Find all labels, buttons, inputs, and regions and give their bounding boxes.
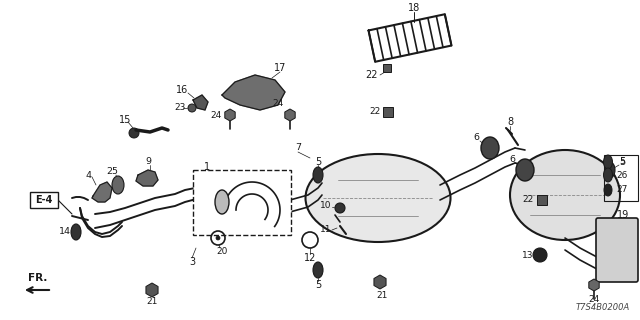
Ellipse shape — [510, 150, 620, 240]
FancyBboxPatch shape — [596, 218, 638, 282]
Text: 26: 26 — [616, 171, 628, 180]
Text: 19: 19 — [617, 210, 629, 220]
Text: 27: 27 — [616, 186, 628, 195]
Ellipse shape — [516, 159, 534, 181]
Ellipse shape — [604, 168, 612, 182]
Ellipse shape — [313, 167, 323, 183]
Bar — [383, 107, 393, 117]
Text: 16: 16 — [176, 85, 188, 95]
Text: T7S4B0200A: T7S4B0200A — [576, 303, 630, 312]
Ellipse shape — [305, 154, 451, 242]
Text: 20: 20 — [216, 247, 228, 257]
Text: 4: 4 — [85, 171, 91, 180]
Polygon shape — [193, 95, 208, 110]
Text: 7: 7 — [295, 143, 301, 153]
Text: 21: 21 — [376, 291, 388, 300]
Circle shape — [188, 104, 196, 112]
Text: 21: 21 — [147, 298, 157, 307]
Text: 2: 2 — [215, 180, 221, 189]
Text: 14: 14 — [59, 228, 71, 236]
Bar — [30, 192, 58, 208]
Ellipse shape — [604, 184, 612, 196]
Bar — [193, 170, 291, 235]
Text: 13: 13 — [522, 251, 534, 260]
Text: 5: 5 — [619, 157, 625, 167]
Text: 3: 3 — [189, 257, 195, 267]
Text: 5: 5 — [315, 280, 321, 290]
Polygon shape — [222, 75, 285, 110]
Text: 10: 10 — [320, 202, 332, 211]
Text: 22: 22 — [369, 108, 381, 116]
Polygon shape — [92, 182, 112, 202]
Text: 25: 25 — [106, 167, 118, 177]
Polygon shape — [136, 170, 158, 186]
Text: 1: 1 — [204, 162, 210, 172]
Text: E-4: E-4 — [35, 195, 52, 205]
Ellipse shape — [313, 262, 323, 278]
Circle shape — [533, 248, 547, 262]
Text: 6: 6 — [509, 156, 515, 164]
Ellipse shape — [604, 155, 612, 169]
Text: 11: 11 — [320, 226, 332, 235]
Bar — [537, 195, 547, 205]
Ellipse shape — [605, 162, 615, 178]
Bar — [604, 155, 638, 201]
Text: 17: 17 — [274, 63, 286, 73]
Text: 5: 5 — [315, 157, 321, 167]
Text: 23: 23 — [174, 103, 186, 113]
Text: 22: 22 — [522, 196, 534, 204]
Text: 8: 8 — [507, 117, 513, 127]
Text: FR.: FR. — [28, 273, 48, 283]
Circle shape — [129, 128, 139, 138]
Text: 24: 24 — [273, 100, 284, 108]
Bar — [383, 64, 391, 72]
Circle shape — [216, 236, 220, 240]
Text: 9: 9 — [145, 157, 151, 166]
Text: 18: 18 — [408, 3, 420, 13]
Text: 6: 6 — [473, 133, 479, 142]
Ellipse shape — [481, 137, 499, 159]
Circle shape — [335, 203, 345, 213]
Text: 12: 12 — [304, 253, 316, 263]
Ellipse shape — [112, 176, 124, 194]
Ellipse shape — [71, 224, 81, 240]
Text: 24: 24 — [211, 110, 221, 119]
Ellipse shape — [215, 190, 229, 214]
Text: 24: 24 — [588, 295, 600, 305]
Text: 15: 15 — [119, 115, 131, 125]
Text: 5: 5 — [619, 157, 625, 166]
Text: 22: 22 — [365, 70, 378, 80]
